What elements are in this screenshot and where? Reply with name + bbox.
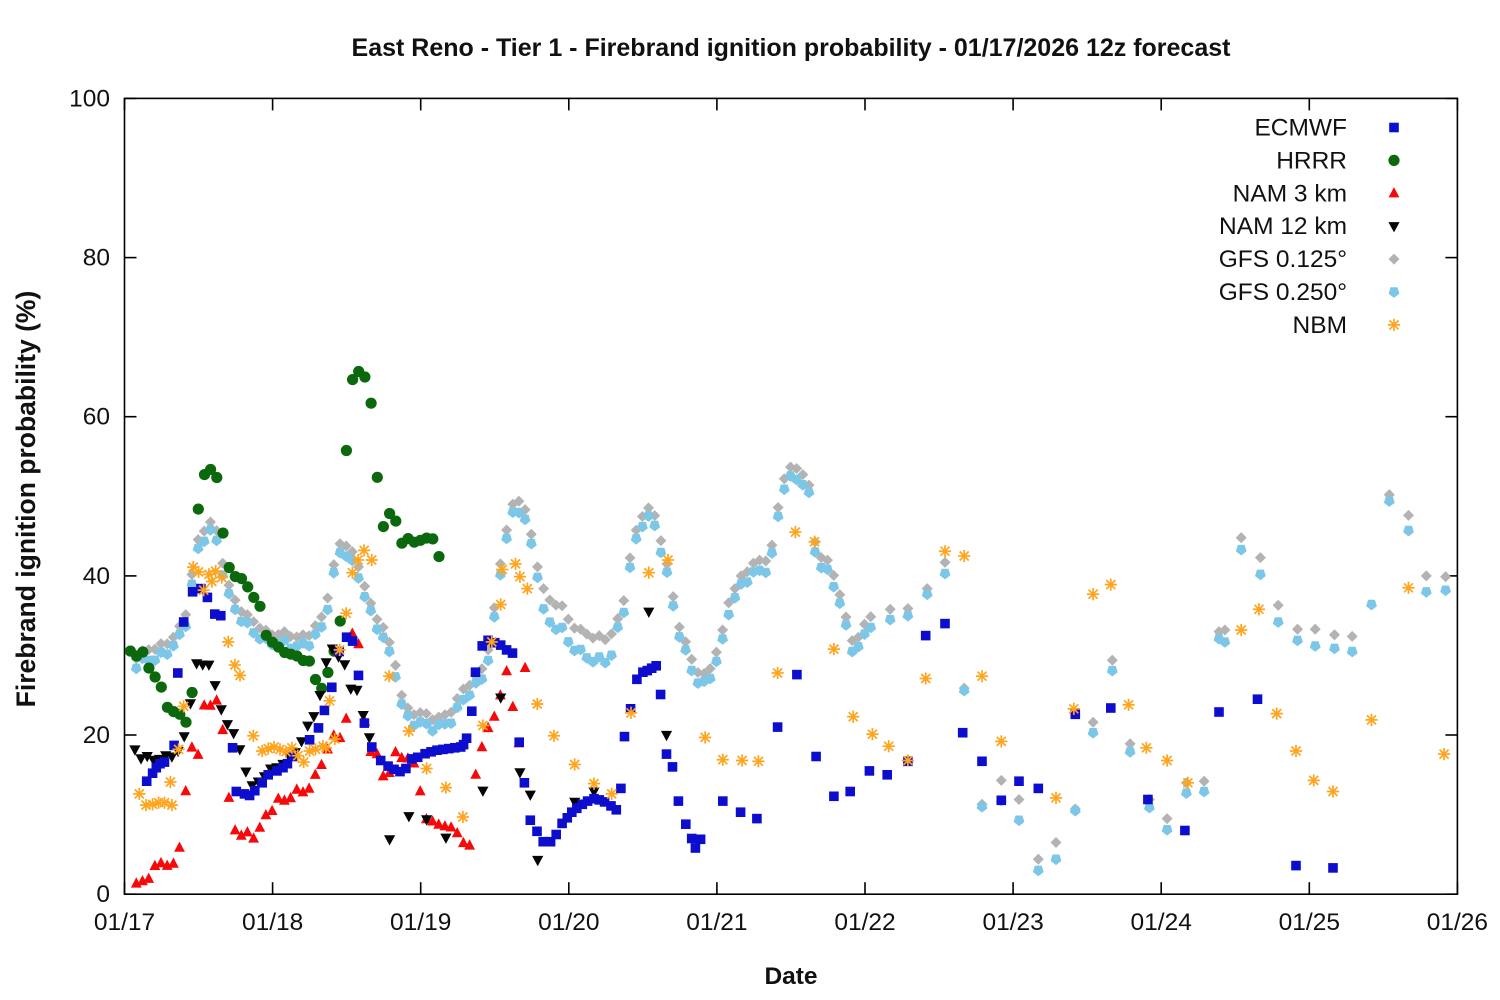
svg-text:01/18: 01/18: [242, 909, 303, 936]
svg-text:HRRR: HRRR: [1276, 147, 1347, 174]
svg-text:01/17: 01/17: [94, 909, 155, 936]
svg-text:GFS 0.250°: GFS 0.250°: [1219, 279, 1347, 306]
svg-text:01/21: 01/21: [686, 909, 747, 936]
svg-text:100: 100: [69, 85, 110, 112]
svg-text:Firebrand ignition probability: Firebrand ignition probability (%): [11, 291, 41, 708]
svg-text:01/25: 01/25: [1279, 909, 1340, 936]
svg-text:80: 80: [83, 245, 110, 272]
svg-text:NAM 12 km: NAM 12 km: [1219, 213, 1347, 240]
svg-text:01/26: 01/26: [1427, 909, 1488, 936]
svg-text:01/23: 01/23: [982, 909, 1043, 936]
svg-text:01/24: 01/24: [1131, 909, 1192, 936]
svg-text:GFS 0.125°: GFS 0.125°: [1219, 246, 1347, 273]
svg-text:ECMWF: ECMWF: [1254, 115, 1347, 142]
svg-text:01/19: 01/19: [390, 909, 451, 936]
svg-text:60: 60: [83, 404, 110, 431]
svg-text:Date: Date: [764, 963, 817, 990]
svg-text:East Reno - Tier 1 - Firebrand: East Reno - Tier 1 - Firebrand ignition …: [352, 34, 1232, 62]
svg-text:NBM: NBM: [1293, 312, 1347, 339]
svg-text:40: 40: [83, 563, 110, 590]
svg-text:NAM 3 km: NAM 3 km: [1233, 180, 1347, 207]
svg-text:01/22: 01/22: [834, 909, 895, 936]
svg-text:01/20: 01/20: [538, 909, 599, 936]
svg-text:20: 20: [83, 722, 110, 749]
svg-text:0: 0: [96, 881, 110, 908]
